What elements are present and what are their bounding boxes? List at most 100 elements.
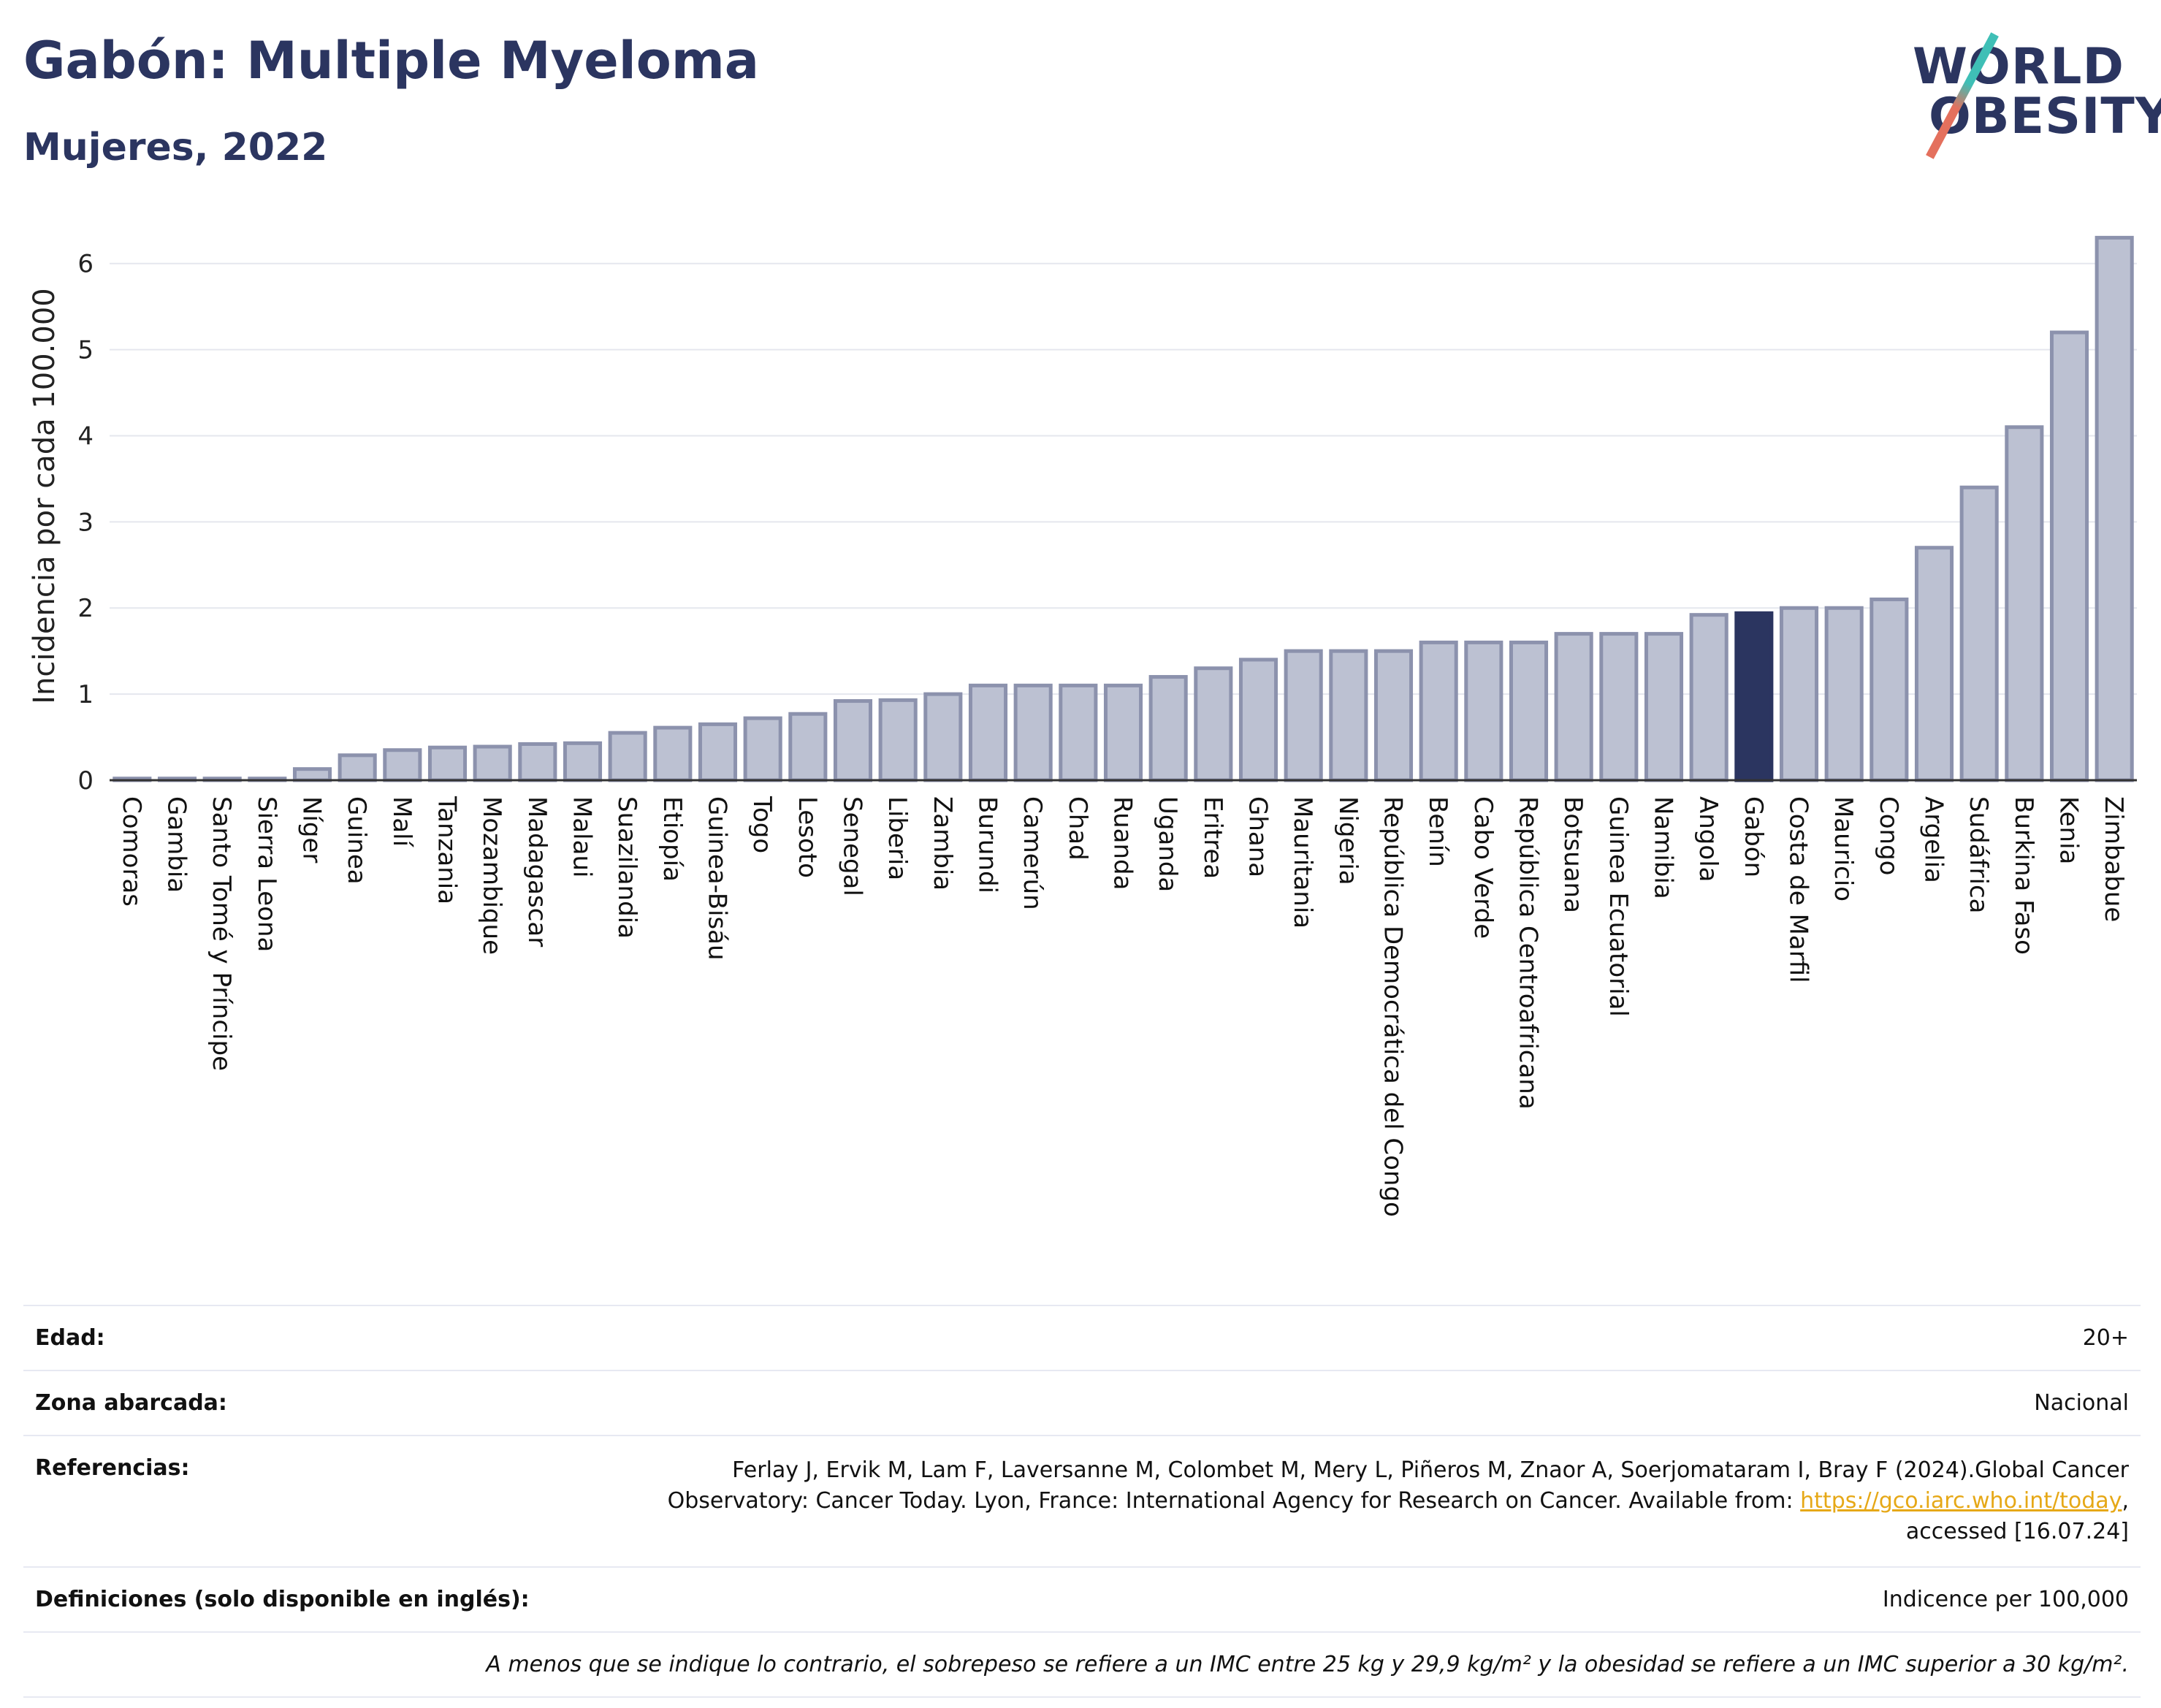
area-label: Zona abarcada: <box>35 1390 227 1416</box>
meta-row-definitions: Definiciones (solo disponible en inglés)… <box>23 1566 2141 1631</box>
meta-row-area: Zona abarcada: Nacional <box>23 1370 2141 1435</box>
x-tick-label: Eritrea <box>1198 796 1227 879</box>
x-tick-label: Comoras <box>117 796 146 907</box>
metadata-table: Edad: 20+ Zona abarcada: Nacional Refere… <box>23 1305 2141 1698</box>
area-value: Nacional <box>2034 1390 2129 1416</box>
bar <box>383 748 422 782</box>
bar <box>1059 683 1098 782</box>
x-tick-label: Burundi <box>973 796 1002 893</box>
x-tick-label: Mauricio <box>1829 796 1858 901</box>
x-tick-label: Benín <box>1423 796 1452 867</box>
x-tick-label: Tanzania <box>432 796 462 904</box>
bar <box>1554 632 1593 782</box>
logo-line1: WORLD <box>1913 38 2124 96</box>
x-tick-label: Argelia <box>1919 796 1948 883</box>
logo-line2: OBESITY <box>1929 88 2161 145</box>
bar <box>1329 649 1368 782</box>
meta-row-note: A menos que se indique lo contrario, el … <box>23 1631 2141 1698</box>
bar <box>338 753 377 782</box>
x-tick-label: República Democrática del Congo <box>1379 796 1408 1217</box>
x-tick-label: Etiopía <box>658 796 687 882</box>
bar <box>1779 606 1819 782</box>
y-tick-label: 3 <box>77 508 94 537</box>
y-axis-label: Incidencia por cada 100.000 <box>28 288 61 704</box>
x-tick-label: Chad <box>1063 796 1092 861</box>
references-link[interactable]: https://gco.iarc.who.int/today <box>1800 1488 2122 1514</box>
x-tick-label: Gambia <box>162 796 191 893</box>
x-tick-label: Liberia <box>883 796 912 880</box>
bar <box>1644 632 1684 782</box>
bar <box>473 744 512 782</box>
bar <box>1734 611 1774 782</box>
bar <box>1914 546 1954 782</box>
x-tick-label: Madagascar <box>522 796 552 947</box>
x-tick-label: Guinea <box>342 796 371 885</box>
bar <box>923 692 963 782</box>
references-tail: , accessed [16.07.24] <box>1905 1488 2129 1544</box>
x-tick-label: Angola <box>1693 796 1723 882</box>
meta-row-references: Referencias: Ferlay J, Ervik M, Lam F, L… <box>23 1435 2141 1566</box>
bar <box>1148 675 1188 782</box>
age-value: 20+ <box>2082 1325 2129 1351</box>
bar <box>968 683 1008 782</box>
x-tick-label: Santo Tomé y Príncipe <box>207 796 236 1071</box>
x-tick-label: Malaui <box>568 796 597 877</box>
bar <box>427 745 468 782</box>
y-tick-label: 0 <box>77 766 94 796</box>
x-tick-label: Gabón <box>1739 796 1768 877</box>
bar <box>2095 235 2134 782</box>
bar <box>1464 640 1503 782</box>
references-text: Ferlay J, Ervik M, Lam F, Laversanne M, … <box>667 1457 2129 1514</box>
bar <box>563 741 603 782</box>
bar <box>878 698 918 782</box>
x-tick-label: Kenia <box>2054 796 2084 864</box>
bar <box>1419 640 1458 782</box>
x-tick-label: Ghana <box>1243 796 1273 877</box>
x-tick-label: Malí <box>387 796 416 848</box>
y-tick-label: 2 <box>77 594 94 623</box>
x-tick-label: Congo <box>1874 796 1903 875</box>
bar <box>1689 613 1729 782</box>
x-tick-label: Suazilandia <box>612 796 641 939</box>
x-tick-label: Mauritania <box>1288 796 1317 929</box>
x-tick-label: Níger <box>297 796 327 863</box>
references-value: Ferlay J, Ervik M, Lam F, Laversanne M, … <box>595 1455 2129 1547</box>
bar <box>833 699 873 782</box>
x-tick-label: Cabo Verde <box>1468 796 1498 939</box>
x-tick-label: Senegal <box>838 796 867 896</box>
x-tick-label: Zambia <box>928 796 957 891</box>
bar <box>2005 425 2044 782</box>
x-tick-label: Costa de Marfil <box>1784 796 1813 983</box>
x-tick-label: Lesoto <box>793 796 822 878</box>
x-tick-label: Guinea Ecuatorial <box>1604 796 1633 1017</box>
bar <box>1284 649 1323 782</box>
x-tick-label: Nigeria <box>1333 796 1362 885</box>
bar <box>1959 485 1999 782</box>
x-tick-label: Mozambique <box>477 796 506 955</box>
meta-row-age: Edad: 20+ <box>23 1305 2141 1370</box>
bar <box>1599 632 1639 782</box>
x-tick-label: Burkina Faso <box>2009 796 2038 955</box>
bar <box>1509 640 1549 782</box>
x-tick-label: República Centroafricana <box>1514 796 1543 1110</box>
bar <box>698 722 738 782</box>
x-tick-label: Sierra Leona <box>252 796 281 952</box>
references-label: Referencias: <box>35 1455 190 1481</box>
chart-title: Gabón: Multiple Myeloma <box>23 31 760 91</box>
bar-chart: 0 1 2 3 4 5 6 Incidencia por cada 100.000 Comora… <box>28 235 2137 1217</box>
x-tick-label: Sudáfrica <box>1964 796 1993 913</box>
bar <box>1373 649 1414 782</box>
bar <box>1013 683 1053 782</box>
bar <box>1824 606 1864 782</box>
bar <box>788 712 828 782</box>
bar <box>1870 597 1909 782</box>
x-tick-label: Namibia <box>1649 796 1678 899</box>
y-tick-label: 1 <box>77 680 94 709</box>
footnote: A menos que se indique lo contrario, el … <box>486 1652 2129 1677</box>
x-tick-label: Botsuana <box>1558 796 1588 913</box>
definitions-label: Definiciones (solo disponible en inglés)… <box>35 1587 530 1612</box>
bar <box>2049 330 2089 782</box>
bar <box>743 716 782 782</box>
definitions-value: Indicence per 100,000 <box>1882 1587 2129 1612</box>
x-tick-label: Ruanda <box>1108 796 1137 890</box>
